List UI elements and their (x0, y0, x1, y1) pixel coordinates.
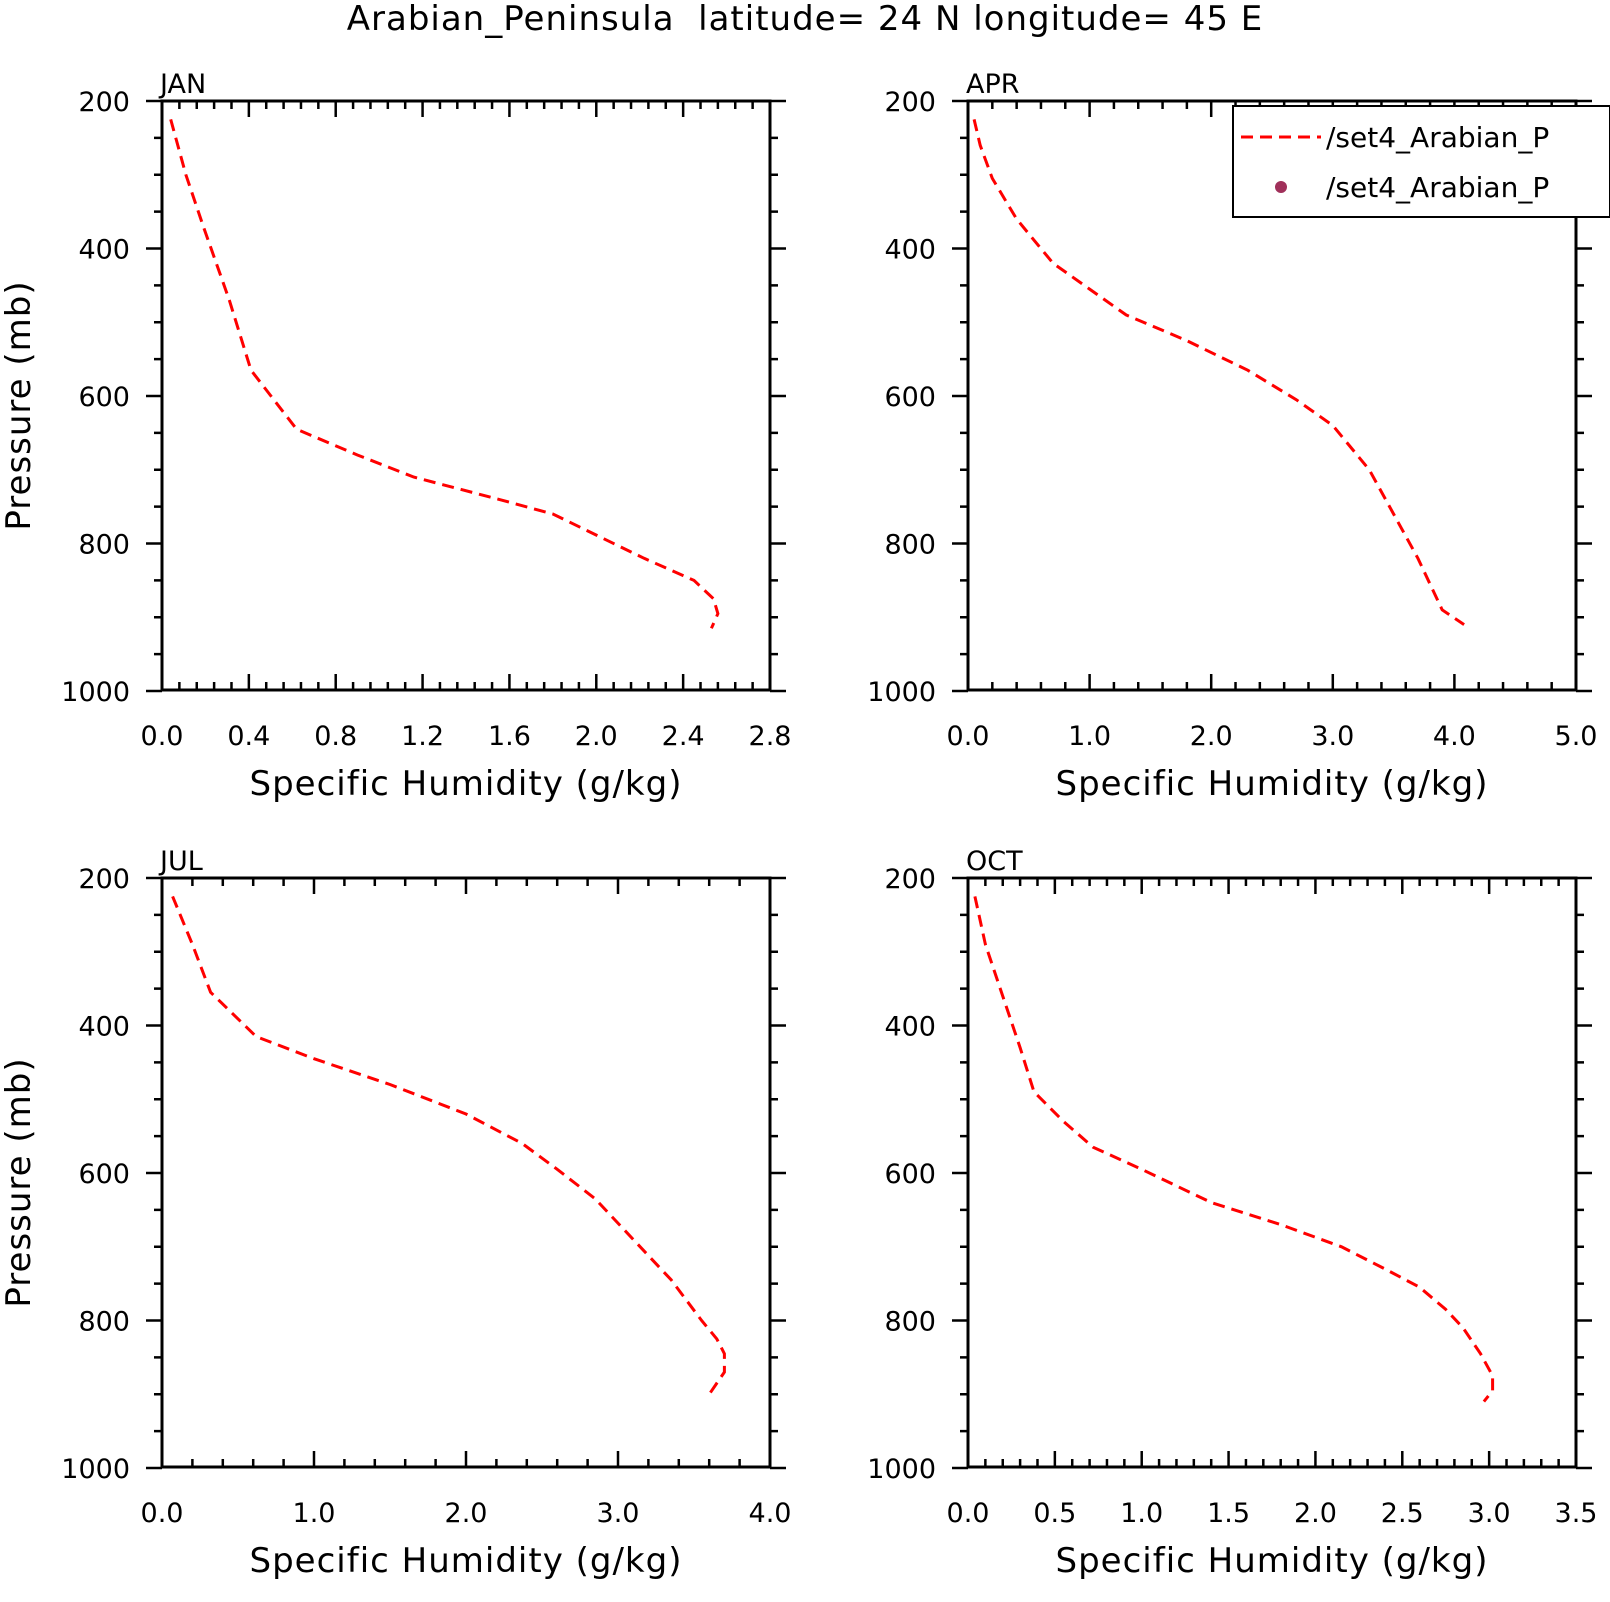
series-line-oct (973, 896, 1495, 1403)
legend-swatch-dot (1275, 181, 1287, 193)
x-axis-label: Specific Humidity (g/kg) (1056, 1541, 1489, 1581)
y-axis-label: Pressure (mb) (0, 1057, 39, 1307)
x-tick-label: 1.6 (488, 721, 531, 752)
panel-jan: JAN 0.0 0.4 0.8 1.2 1.6 2.0 2.4 2.8 200 400 600 800 1… (0, 69, 791, 804)
x-tick-label: 1.0 (1068, 721, 1111, 752)
y-axis-label: Pressure (mb) (0, 280, 39, 530)
legend-label-1: /set4_Arabian_P (1326, 121, 1549, 154)
y-tick-label: 600 (884, 382, 936, 413)
panel-label: APR (966, 69, 1020, 100)
y-tick-label: 400 (78, 235, 130, 266)
x-axis-label: Specific Humidity (g/kg) (250, 764, 683, 804)
y-tick-label: 400 (884, 235, 936, 266)
y-tick-label: 800 (884, 1307, 936, 1338)
y-tick-label: 1000 (61, 677, 130, 708)
panel-label: JAN (158, 69, 206, 100)
legend: /set4_Arabian_P /set4_Arabian_P (1232, 105, 1610, 218)
series-line-apr (972, 119, 1465, 626)
y-tick-label: 200 (884, 87, 936, 118)
y-tick-label: 1000 (61, 1454, 130, 1485)
x-tick-label: 0.4 (227, 721, 270, 752)
x-tick-label: 3.0 (1468, 1498, 1511, 1529)
x-tick-label: 1.0 (1120, 1498, 1163, 1529)
x-tick-label: 0.0 (141, 721, 184, 752)
x-tick-label: 4.0 (1433, 721, 1476, 752)
x-tick-label: 4.0 (749, 1498, 792, 1529)
y-tick-label: 600 (78, 1159, 130, 1190)
legend-label-2: /set4_Arabian_P (1326, 171, 1549, 204)
x-tick-label: 2.0 (445, 1498, 488, 1529)
legend-box (1232, 105, 1610, 218)
plot-frame (160, 99, 772, 692)
x-tick-label: 1.0 (293, 1498, 336, 1529)
x-tick-label: 0.5 (1033, 1498, 1076, 1529)
x-tick-label: 0.0 (947, 1498, 990, 1529)
y-tick-label: 800 (78, 530, 130, 561)
x-tick-label: 3.0 (597, 1498, 640, 1529)
x-tick-label: 1.2 (401, 721, 444, 752)
y-tick-label: 400 (78, 1012, 130, 1043)
x-tick-label: 2.4 (662, 721, 705, 752)
y-tick-label: 1000 (867, 677, 936, 708)
series-line-jul (171, 895, 726, 1396)
x-tick-label: 2.5 (1381, 1498, 1424, 1529)
figure-title: Arabian_Peninsula latitude= 24 N longitu… (347, 0, 1264, 39)
y-tick-label: 200 (884, 864, 936, 895)
x-tick-label: 3.5 (1555, 1498, 1598, 1529)
x-tick-label: 1.5 (1207, 1498, 1250, 1529)
panel-apr: APR 0.0 1.0 2.0 3.0 4.0 5.0 200 400 600 800 1000 Spe… (867, 69, 1597, 804)
x-tick-label: 0.0 (141, 1498, 184, 1529)
panel-label: JUL (158, 846, 203, 877)
panel-oct: OCT 0.0 0.5 1.0 1.5 2.0 2.5 3.0 3.5 200 400 600 800 1… (867, 846, 1597, 1581)
panel-jul: JUL 0.0 1.0 2.0 3.0 4.0 200 400 600 800 1000 Specif… (0, 846, 791, 1581)
x-tick-label: 3.0 (1311, 721, 1354, 752)
y-tick-label: 600 (78, 382, 130, 413)
x-tick-label: 5.0 (1555, 721, 1598, 752)
y-tick-label: 200 (78, 87, 130, 118)
panel-label: OCT (966, 846, 1023, 877)
x-axis-label: Specific Humidity (g/kg) (250, 1541, 683, 1581)
y-tick-label: 800 (884, 530, 936, 561)
x-tick-label: 0.0 (947, 721, 990, 752)
series-line-jan (169, 119, 720, 629)
x-tick-label: 0.8 (314, 721, 357, 752)
plot-frame (160, 876, 772, 1469)
x-tick-label: 2.8 (749, 721, 792, 752)
y-tick-label: 200 (78, 864, 130, 895)
x-axis-label: Specific Humidity (g/kg) (1056, 764, 1489, 804)
x-tick-label: 2.0 (575, 721, 618, 752)
y-tick-label: 800 (78, 1307, 130, 1338)
y-tick-label: 600 (884, 1159, 936, 1190)
y-tick-label: 1000 (867, 1454, 936, 1485)
x-tick-label: 2.0 (1294, 1498, 1337, 1529)
plot-frame (966, 876, 1578, 1469)
x-tick-label: 2.0 (1190, 721, 1233, 752)
y-tick-label: 400 (884, 1012, 936, 1043)
